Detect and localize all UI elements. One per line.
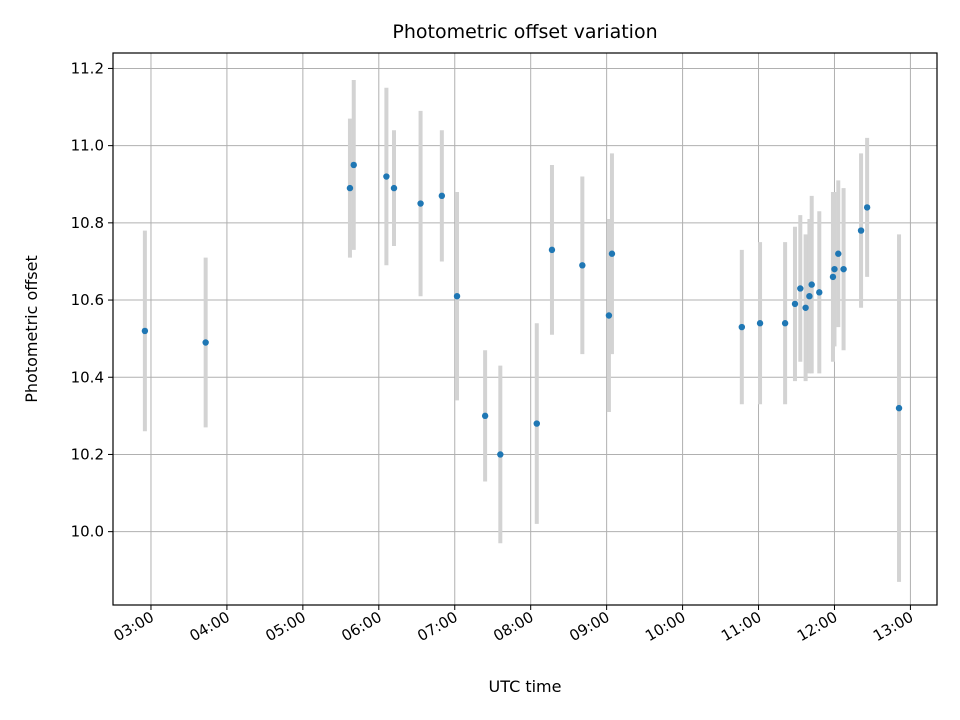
y-tick-label: 11.0: [71, 137, 104, 155]
data-point: [791, 300, 799, 308]
data-point: [579, 262, 586, 269]
data-points: [141, 161, 903, 458]
data-point: [390, 184, 398, 192]
data-point: [781, 320, 789, 327]
data-point: [533, 420, 540, 427]
data-point: [816, 289, 823, 296]
data-point: [417, 200, 424, 207]
data-point: [829, 273, 837, 281]
data-point: [605, 312, 613, 319]
y-tick-label: 10.2: [71, 445, 104, 463]
y-axis-title: Photometric offset: [22, 255, 41, 403]
data-point: [346, 184, 354, 192]
data-point: [808, 281, 815, 288]
data-point: [481, 412, 489, 420]
x-axis-title: UTC time: [489, 677, 562, 696]
data-point: [840, 265, 847, 273]
chart-title: Photometric offset variation: [392, 21, 657, 43]
y-tick-label: 10.8: [71, 214, 104, 232]
plot-frame: [112, 52, 938, 606]
data-point: [756, 320, 764, 327]
data-point: [141, 327, 149, 335]
y-axis: 10.0 10.2 10.4 10.6 10.8 11.0 11.2: [71, 59, 113, 541]
data-point: [453, 292, 461, 300]
data-point: [497, 451, 504, 458]
data-point: [350, 161, 357, 169]
data-point: [438, 192, 446, 200]
data-point: [202, 339, 209, 346]
data-point: [383, 173, 390, 180]
data-point: [857, 227, 865, 234]
data-point: [608, 250, 616, 257]
data-point: [797, 285, 804, 292]
data-point: [835, 250, 842, 257]
data-point: [802, 304, 809, 311]
data-point: [831, 265, 838, 273]
data-point: [895, 404, 903, 412]
data-point: [548, 246, 556, 254]
data-point: [806, 292, 813, 300]
y-tick-label: 10.4: [71, 368, 104, 386]
data-point: [738, 323, 746, 331]
y-tick-label: 10.0: [71, 523, 104, 541]
y-tick-label: 10.6: [71, 291, 104, 309]
y-tick-label: 11.2: [71, 59, 104, 77]
data-point: [863, 204, 871, 211]
